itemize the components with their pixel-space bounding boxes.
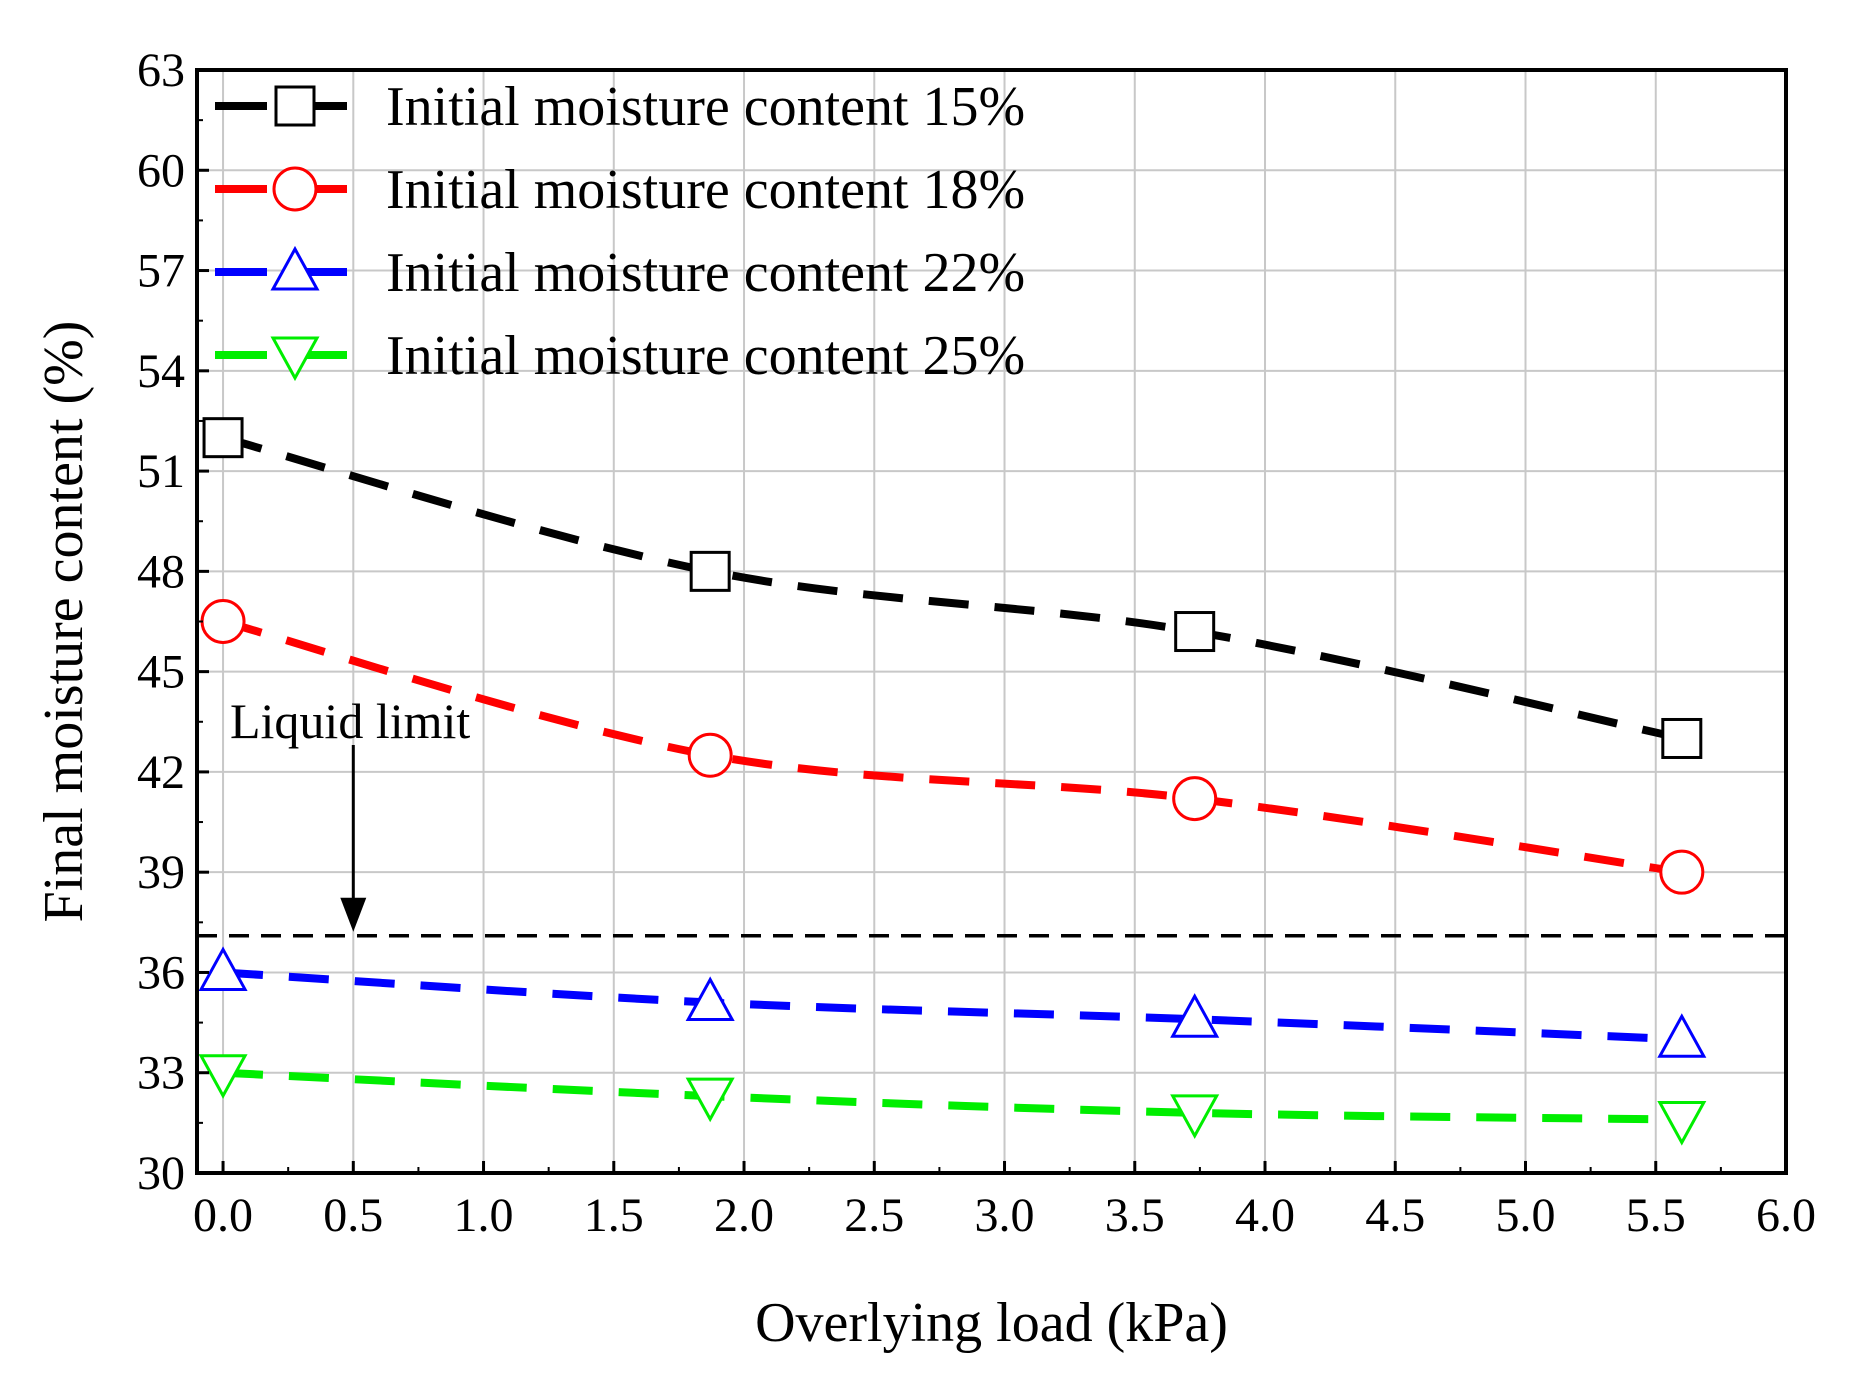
grid-lines [197,70,1786,1173]
legend-marker [270,245,320,291]
data-point-triangle-up [1170,993,1220,1038]
y-tick-label: 45 [137,646,185,699]
liquid-limit-annotation: Liquid limit [230,693,470,932]
y-tick-label: 30 [137,1147,185,1200]
series-line [222,1068,1682,1124]
y-tick-label: 57 [137,245,185,298]
data-point-triangle-up [1657,1013,1707,1058]
data-point-square [1661,717,1703,759]
data-point-circle [687,732,733,778]
series-4 [198,1054,1707,1146]
annotation-arrow-head [340,897,367,932]
legend-label: Initial moisture content 18% [386,159,1025,221]
legend-entry: Initial moisture content 22% [215,242,1025,304]
series-3 [198,946,1707,1058]
data-point-triangle-down [685,1077,735,1123]
data-point-triangle-down [1657,1101,1707,1146]
series-line [221,617,1683,877]
annotation-label: Liquid limit [230,693,470,749]
data-point-square [689,550,731,592]
data-point-square [1174,611,1216,653]
y-tick-label: 54 [137,345,185,398]
legend: Initial moisture content 15% Initial mois… [215,76,1025,387]
x-tick-label: 0.5 [323,1189,383,1242]
plot-frame [195,68,1788,1175]
x-tick-label: 0.0 [193,1189,253,1242]
y-tick-label: 39 [137,846,185,899]
data-point-circle [1172,776,1218,822]
x-tick-label: 5.0 [1496,1189,1556,1242]
x-tick-label: 1.0 [454,1189,514,1242]
y-tick-label: 51 [137,445,185,498]
x-tick-label: 5.5 [1626,1189,1686,1242]
data-point-triangle-down [1170,1094,1220,1139]
legend-marker [270,336,320,382]
x-tick-label: 1.5 [584,1189,644,1242]
legend-label: Initial moisture content 15% [386,76,1025,138]
series-layer [198,417,1707,1146]
y-tick-label: 48 [137,545,185,598]
legend-entry: Initial moisture content 18% [215,159,1025,221]
y-axis-title: Final moisture content (%) [33,321,95,923]
axis-ticks: 0.0 0.5 1.0 1.5 2.0 2.5 3.0 3.5 4.0 4.5 5.0 5.5 6.0 3… [137,44,1816,1242]
y-tick-label: 60 [137,144,185,197]
legend-label: Initial moisture content 25% [386,325,1025,387]
data-point-triangle-down [198,1054,248,1099]
series-line [221,433,1683,743]
x-tick-label: 2.5 [844,1189,904,1242]
y-tick-label: 33 [137,1047,185,1100]
series-1 [202,417,1703,759]
x-tick-label: 4.5 [1365,1189,1425,1242]
x-tick-label: 2.0 [714,1189,774,1242]
legend-marker [272,166,318,212]
legend-entry: Initial moisture content 15% [215,76,1025,138]
data-point-triangle-up [198,946,248,991]
series-line [222,968,1682,1044]
legend-label: Initial moisture content 22% [386,242,1025,304]
x-tick-label: 4.0 [1235,1189,1295,1242]
x-axis-title: Overlying load (kPa) [755,1292,1228,1354]
data-point-triangle-up [685,976,735,1022]
legend-marker [274,85,316,127]
x-tick-label: 3.5 [1105,1189,1165,1242]
x-tick-label: 3.0 [975,1189,1035,1242]
legend-entry: Initial moisture content 25% [215,325,1025,387]
y-tick-label: 42 [137,746,185,799]
series-2 [200,599,1705,895]
x-tick-label: 6.0 [1756,1189,1816,1242]
data-point-circle [1659,849,1705,895]
data-point-square [202,417,244,459]
y-tick-label: 36 [137,946,185,999]
data-point-circle [200,599,246,644]
y-tick-label: 63 [137,44,185,97]
